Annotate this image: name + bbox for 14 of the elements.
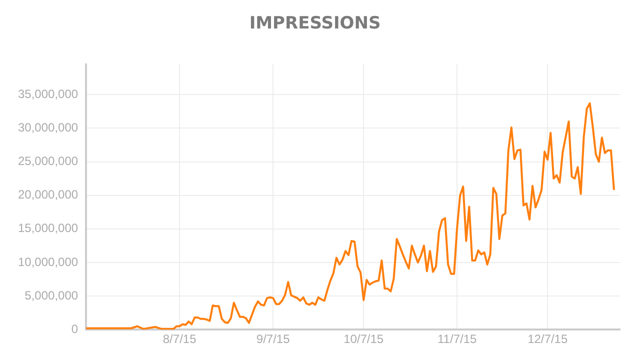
y-tick-label: 0 (71, 322, 78, 336)
chart-title: IMPRESSIONS (249, 14, 381, 34)
x-tick-label: 12/7/15 (528, 332, 568, 346)
y-tick-label: 30,000,000 (18, 120, 78, 134)
y-tick-label: 35,000,000 (18, 86, 78, 101)
x-tick-label: 11/7/15 (438, 332, 477, 346)
x-tick-label: 9/7/15 (256, 332, 290, 346)
x-tick-label: 8/7/15 (162, 332, 197, 346)
y-tick-label: 25,000,000 (18, 154, 78, 168)
y-tick-label: 5,000,000 (24, 288, 78, 302)
y-tick-label: 15,000,000 (18, 221, 78, 236)
x-tick-label: 10/7/15 (344, 332, 384, 346)
y-tick-label: 20,000,000 (18, 188, 78, 202)
y-tick-label: 10,000,000 (18, 254, 78, 269)
